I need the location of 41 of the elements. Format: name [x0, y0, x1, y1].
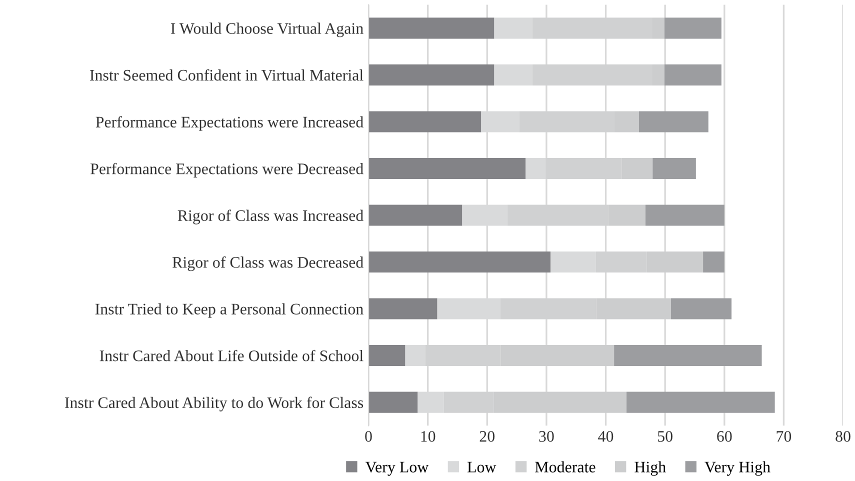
legend-label: Low — [467, 462, 496, 472]
y-tick-label: Instr Cared About Ability to do Work for Class — [64, 396, 364, 412]
x-tick-label: 40 — [598, 431, 614, 442]
x-tick-label: 10 — [421, 431, 436, 442]
x-tick-label: 50 — [658, 431, 672, 442]
y-tick-label: Performance Expectations were Decreased — [90, 162, 364, 178]
bar — [638, 111, 708, 132]
x-tick-label: 30 — [539, 431, 554, 442]
bar — [646, 204, 724, 226]
y-tick-label: Instr Seemed Confident in Virtual Material — [90, 69, 364, 81]
bar — [664, 64, 722, 86]
x-tick-label: 80 — [836, 431, 850, 442]
legend-label: Very High — [704, 461, 770, 476]
bar — [671, 298, 732, 320]
bar — [368, 18, 494, 39]
bar — [368, 345, 406, 366]
bar — [368, 111, 482, 132]
x-tick-label: 20 — [480, 431, 495, 442]
x-tick-label: 70 — [776, 431, 792, 442]
bar — [368, 204, 462, 226]
y-tick-label: Rigor of Class was Decreased — [172, 256, 364, 272]
bar — [664, 18, 722, 39]
y-tick-label: Performance Expectations were Increased — [96, 116, 364, 131]
y-tick-label: Rigor of Class was Increased — [178, 210, 364, 224]
bar — [368, 158, 526, 180]
bar — [368, 251, 551, 273]
bar — [652, 158, 696, 180]
legend-label: Moderate — [535, 461, 596, 472]
x-tick-label: 0 — [365, 431, 372, 442]
y-tick-label: I Would Choose Virtual Again — [170, 22, 364, 38]
bar — [626, 392, 775, 413]
legend-label: Very Low — [365, 462, 429, 476]
bar — [368, 64, 494, 86]
y-tick-label: Instr Tried to Keep a Personal Connection — [95, 303, 364, 318]
y-tick-label: Instr Cared About Life Outside of School — [100, 350, 364, 362]
bar — [614, 345, 762, 366]
legend-label: High — [634, 461, 666, 476]
bar — [368, 298, 438, 320]
bar — [368, 392, 418, 413]
x-tick-label: 60 — [717, 431, 732, 442]
bar — [703, 251, 724, 273]
